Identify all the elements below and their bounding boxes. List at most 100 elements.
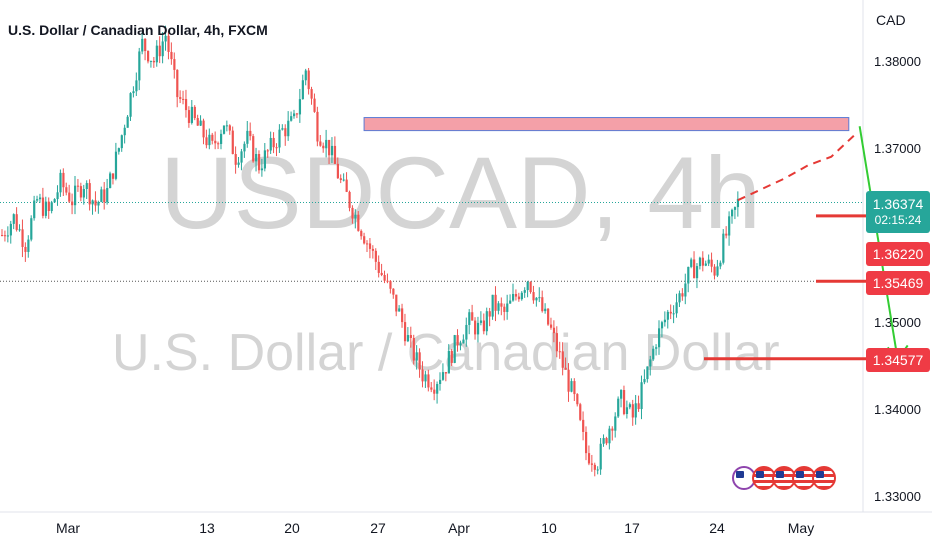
candle-body (675, 302, 678, 314)
candle-body (646, 366, 649, 380)
us-flag-icon[interactable] (812, 466, 836, 490)
candle-body (666, 311, 669, 320)
candle-body (541, 297, 544, 312)
candle-body (441, 372, 445, 380)
candle-body (436, 384, 439, 394)
candle-body (82, 188, 85, 198)
price-tag-level-1: 1.36220 (866, 242, 930, 266)
candle-body (366, 243, 369, 245)
candle-body (94, 200, 97, 206)
candle-body (30, 218, 33, 240)
candle-body (129, 93, 132, 117)
candle-body (523, 290, 526, 293)
candle-body (307, 70, 310, 90)
candle-body (126, 116, 129, 128)
candle-body (421, 369, 424, 382)
candle-body (263, 150, 266, 169)
candle-body (114, 151, 118, 179)
candle-body (681, 293, 684, 297)
candle-body (345, 179, 348, 192)
candle-body (424, 374, 427, 382)
candle-body (736, 198, 740, 208)
candle-body (266, 150, 269, 152)
candle-body (330, 145, 334, 156)
candle-body (336, 163, 339, 179)
candle-body (482, 320, 485, 332)
candle-countdown: 02:15:24 (874, 213, 922, 227)
candle-body (237, 162, 240, 165)
candle-body (678, 293, 681, 303)
candle-body (342, 179, 345, 181)
candle-body (65, 187, 68, 193)
candle-body (471, 312, 474, 321)
candle-body (704, 263, 707, 266)
candle-body (564, 367, 567, 370)
candle-body (170, 51, 173, 60)
candle-body (295, 113, 299, 115)
candle-body (652, 348, 655, 360)
candle-body (44, 201, 47, 216)
candle-body (184, 99, 188, 111)
candle-body (27, 239, 30, 252)
candle-body (196, 118, 199, 126)
y-tick-label: 1.37000 (874, 141, 921, 156)
candle-body (339, 178, 342, 180)
candle-body (663, 319, 667, 323)
candle-body (313, 98, 316, 112)
candle-body (41, 197, 45, 216)
candle-body (725, 233, 728, 236)
candle-body (631, 404, 634, 418)
economic-events[interactable] (732, 466, 836, 490)
candle-body (71, 201, 74, 206)
candle-body (538, 297, 541, 299)
candle-body (427, 374, 430, 388)
candle-body (231, 130, 234, 155)
candle-body (660, 322, 664, 329)
candle-body (392, 288, 395, 295)
candle-body (120, 135, 123, 149)
candle-body (100, 189, 103, 202)
candle-body (529, 281, 532, 293)
candle-body (617, 398, 620, 417)
candle-body (433, 389, 436, 394)
candle-body (363, 236, 366, 244)
candle-body (398, 308, 401, 312)
candle-body (687, 266, 690, 284)
candle-body (1, 235, 4, 236)
candle-body (141, 38, 144, 52)
candle-body (476, 322, 480, 335)
candle-body (701, 257, 704, 266)
candle-body (576, 394, 579, 405)
candle-body (325, 139, 328, 149)
candle-body (474, 320, 477, 335)
candle-body (179, 97, 182, 99)
candle-body (383, 275, 386, 281)
candle-body (173, 59, 176, 70)
candle-body (15, 214, 18, 230)
candle-body (249, 130, 252, 137)
candle-body (360, 230, 363, 237)
candle-body (275, 147, 278, 149)
candle-body (403, 322, 407, 342)
chart-title: U.S. Dollar / Canadian Dollar, 4h, FXCM (8, 22, 268, 38)
candle-body (246, 130, 249, 144)
candle-body (260, 168, 264, 171)
candle-body (79, 186, 83, 198)
candle-body (222, 125, 226, 134)
candle-body (512, 293, 515, 301)
candle-body (695, 266, 699, 279)
candle-body (587, 453, 591, 464)
candle-body (655, 347, 658, 349)
x-tick-label: 17 (624, 520, 640, 536)
candle-body (555, 333, 558, 352)
candle-body (547, 308, 550, 325)
candle-body (348, 191, 351, 208)
candle-body (488, 311, 491, 317)
candle-body (354, 214, 357, 219)
candle-body (585, 431, 588, 454)
candle-body (468, 312, 471, 325)
candle-body (208, 134, 211, 146)
candle-body (38, 197, 42, 200)
candle-body (147, 51, 150, 62)
